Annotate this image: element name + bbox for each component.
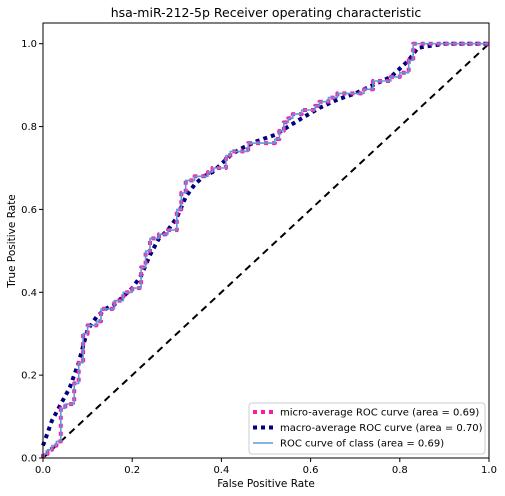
y-tick-label: 0.0 bbox=[21, 454, 37, 465]
y-axis: 0.0 0.2 0.4 0.6 0.8 1.0 bbox=[21, 39, 43, 465]
plot-frame bbox=[42, 22, 490, 459]
x-tick-label: 0.8 bbox=[392, 465, 408, 476]
legend: micro-average ROC curve (area = 0.69) mac… bbox=[248, 402, 486, 455]
x-axis-label: False Positive Rate bbox=[217, 478, 315, 490]
y-tick-label: 0.4 bbox=[21, 288, 37, 299]
chance-diagonal-line bbox=[42, 42, 490, 459]
plot-area bbox=[41, 41, 490, 459]
x-tick-label: 0.2 bbox=[124, 465, 140, 476]
chart-title: hsa-miR-212-5p Receiver operating charac… bbox=[111, 5, 422, 20]
x-tick-label: 1.0 bbox=[481, 465, 497, 476]
legend-box bbox=[248, 402, 486, 455]
legend-label: micro-average ROC curve (area = 0.69) bbox=[280, 408, 479, 419]
x-tick-label: 0.0 bbox=[35, 465, 51, 476]
y-tick-label: 0.8 bbox=[21, 122, 37, 133]
y-tick-label: 1.0 bbox=[21, 39, 37, 50]
legend-item-micro-average: micro-average ROC curve (area = 0.69) bbox=[253, 408, 479, 419]
x-tick-label: 0.6 bbox=[303, 465, 319, 476]
series-line-macro-average bbox=[41, 41, 489, 447]
x-axis: 0.0 0.2 0.4 0.6 0.8 1.0 bbox=[35, 458, 497, 476]
legend-label: macro-average ROC curve (area = 0.70) bbox=[280, 423, 483, 434]
y-tick-label: 0.6 bbox=[21, 205, 37, 216]
series-line-class bbox=[42, 42, 489, 458]
legend-label: ROC curve of class (area = 0.69) bbox=[280, 439, 444, 450]
legend-item-class: ROC curve of class (area = 0.69) bbox=[253, 439, 444, 450]
x-tick-label: 0.4 bbox=[213, 465, 229, 476]
y-axis-label: True Positive Rate bbox=[6, 194, 18, 289]
legend-item-macro-average: macro-average ROC curve (area = 0.70) bbox=[253, 423, 483, 434]
y-tick-label: 0.2 bbox=[21, 371, 37, 382]
